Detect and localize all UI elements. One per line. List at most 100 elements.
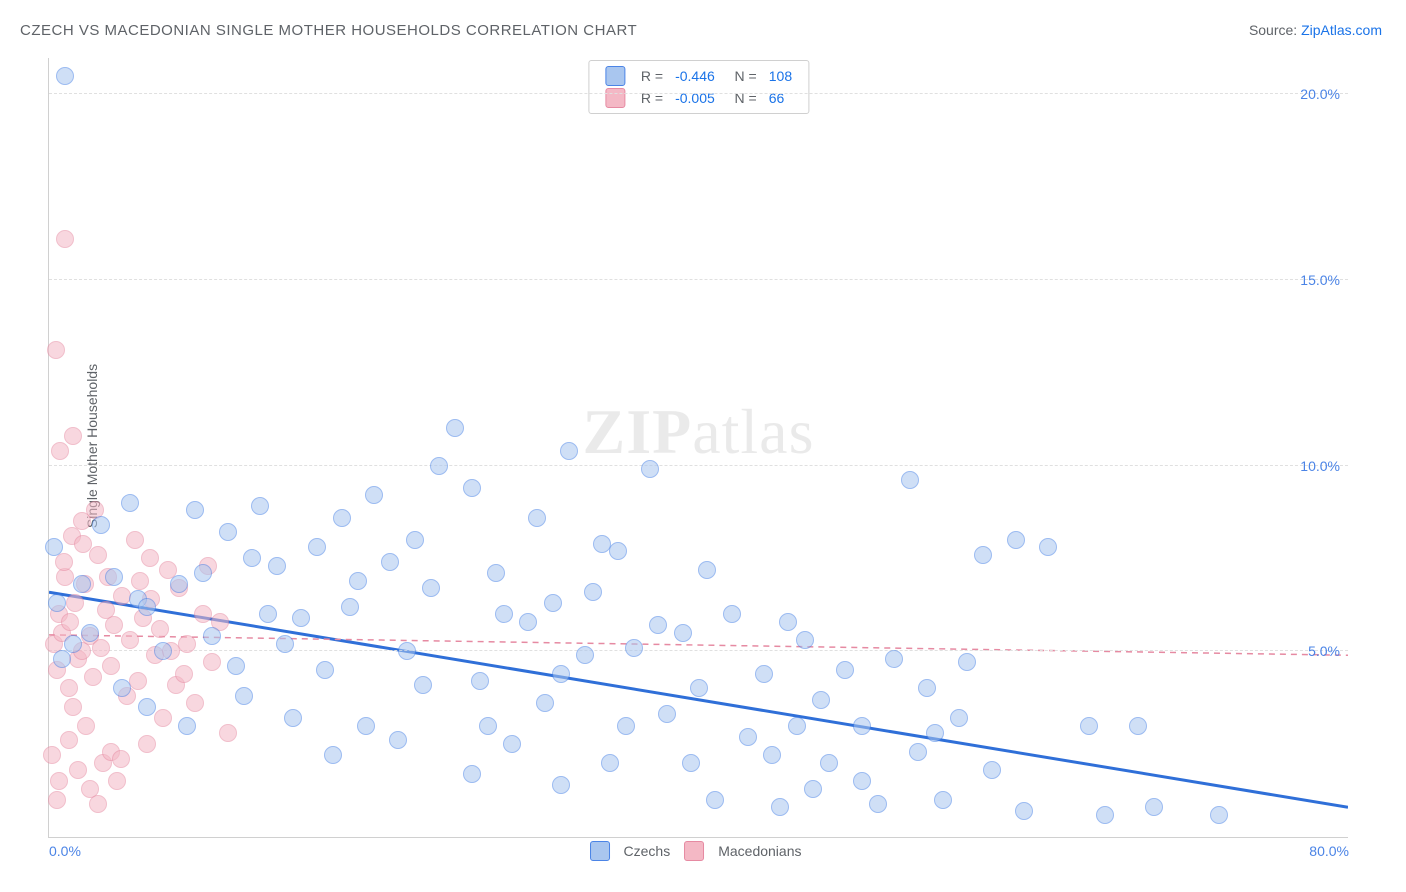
data-point (73, 575, 91, 593)
data-point (81, 624, 99, 642)
data-point (674, 624, 692, 642)
data-point (471, 672, 489, 690)
data-point (609, 542, 627, 560)
data-point (219, 724, 237, 742)
data-point (219, 523, 237, 541)
data-point (536, 694, 554, 712)
data-point (706, 791, 724, 809)
legend-label: Czechs (624, 843, 671, 859)
data-point (414, 676, 432, 694)
data-point (560, 442, 578, 460)
data-point (129, 672, 147, 690)
data-point (552, 776, 570, 794)
data-point (983, 761, 1001, 779)
data-point (126, 531, 144, 549)
data-point (259, 605, 277, 623)
trend-line (49, 635, 1348, 655)
data-point (552, 665, 570, 683)
data-point (227, 657, 245, 675)
data-point (51, 442, 69, 460)
y-tick-label: 15.0% (1300, 272, 1340, 288)
data-point (836, 661, 854, 679)
data-point (365, 486, 383, 504)
r-label: R = (635, 87, 669, 109)
data-point (349, 572, 367, 590)
data-point (479, 717, 497, 735)
data-point (138, 598, 156, 616)
data-point (1015, 802, 1033, 820)
data-point (74, 535, 92, 553)
data-point (503, 735, 521, 753)
data-point (251, 497, 269, 515)
data-point (446, 419, 464, 437)
data-point (544, 594, 562, 612)
data-point (102, 657, 120, 675)
gridline-h (49, 465, 1348, 466)
data-point (178, 635, 196, 653)
legend-swatch (605, 88, 625, 108)
data-point (333, 509, 351, 527)
data-point (64, 635, 82, 653)
n-value: 108 (763, 65, 798, 87)
data-point (61, 613, 79, 631)
data-point (576, 646, 594, 664)
data-point (324, 746, 342, 764)
data-point (950, 709, 968, 727)
data-point (112, 750, 130, 768)
data-point (690, 679, 708, 697)
data-point (463, 765, 481, 783)
data-point (641, 460, 659, 478)
n-label: N = (721, 65, 763, 87)
data-point (60, 679, 78, 697)
data-point (154, 709, 172, 727)
data-point (55, 553, 73, 571)
r-label: R = (635, 65, 669, 87)
data-point (66, 594, 84, 612)
data-point (131, 572, 149, 590)
watermark: ZIPatlas (583, 395, 815, 469)
gridline-h (49, 93, 1348, 94)
source-link[interactable]: ZipAtlas.com (1301, 22, 1382, 38)
data-point (617, 717, 635, 735)
data-point (92, 639, 110, 657)
data-point (771, 798, 789, 816)
data-point (56, 67, 74, 85)
gridline-h (49, 650, 1348, 651)
data-point (113, 587, 131, 605)
data-point (138, 735, 156, 753)
data-point (48, 791, 66, 809)
data-point (292, 609, 310, 627)
data-point (186, 501, 204, 519)
data-point (804, 780, 822, 798)
data-point (820, 754, 838, 772)
data-point (108, 772, 126, 790)
data-point (853, 717, 871, 735)
data-point (885, 650, 903, 668)
watermark-bold: ZIP (583, 396, 693, 467)
legend-swatch (684, 841, 704, 861)
data-point (723, 605, 741, 623)
data-point (796, 631, 814, 649)
data-point (381, 553, 399, 571)
data-point (658, 705, 676, 723)
legend-row: R =-0.005 N =66 (599, 87, 798, 109)
data-point (1129, 717, 1147, 735)
data-point (974, 546, 992, 564)
data-point (84, 668, 102, 686)
correlation-legend: R =-0.446 N =108R =-0.005 N =66 (588, 60, 809, 114)
data-point (268, 557, 286, 575)
data-point (186, 694, 204, 712)
data-point (649, 616, 667, 634)
data-point (105, 568, 123, 586)
data-point (528, 509, 546, 527)
data-point (141, 549, 159, 567)
series-legend: CzechsMacedonians (586, 841, 812, 861)
data-point (1039, 538, 1057, 556)
data-point (909, 743, 927, 761)
data-point (69, 761, 87, 779)
data-point (56, 230, 74, 248)
data-point (45, 538, 63, 556)
data-point (203, 627, 221, 645)
data-point (593, 535, 611, 553)
data-point (755, 665, 773, 683)
